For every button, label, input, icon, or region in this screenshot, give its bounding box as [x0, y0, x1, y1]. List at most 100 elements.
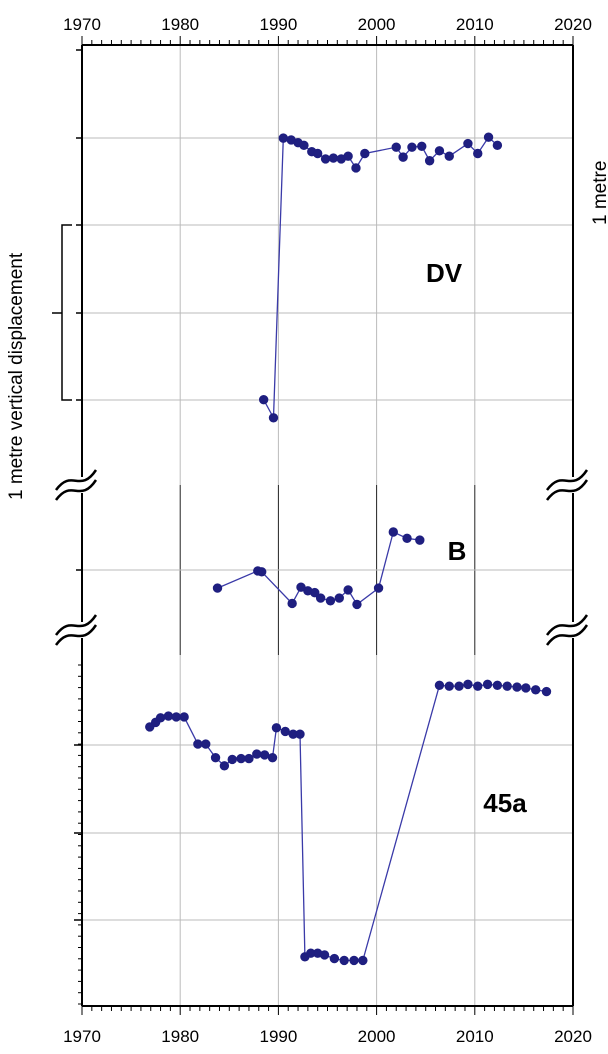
axis-ticks [74, 36, 574, 1015]
x-tick-label-bottom: 2000 [358, 1027, 396, 1046]
x-tick-labels: 1970 1970 1980 1980 1990 1990 2000 2000 2010 2010… [63, 15, 592, 1046]
data-point [492, 680, 503, 690]
data-point [329, 953, 340, 964]
data-point [278, 133, 289, 143]
data-point [521, 683, 531, 693]
data-point [320, 154, 331, 164]
break-stroke [54, 614, 98, 636]
series-line [263, 136, 498, 421]
data-point [315, 593, 326, 603]
data-point [325, 596, 336, 606]
axis-break-mark [545, 469, 589, 501]
data-point [343, 585, 353, 595]
data-series [145, 132, 552, 966]
data-point [407, 142, 417, 152]
x-tick-label-top: 1990 [259, 15, 297, 34]
break-stroke [54, 469, 98, 491]
data-point [171, 712, 181, 722]
scale-bar-label: 1 metre vertical displacement [6, 252, 27, 500]
series-b [212, 527, 425, 610]
x-tick-label-bottom: 2020 [554, 1027, 592, 1046]
data-point [530, 685, 541, 695]
x-tick-label-top: 2000 [358, 15, 396, 34]
data-point [360, 148, 370, 159]
data-point [463, 138, 473, 149]
series-dv [258, 132, 503, 423]
data-point [236, 753, 246, 764]
data-point [463, 679, 473, 690]
data-point [312, 148, 323, 159]
axis-break-mark [545, 614, 589, 646]
data-point [271, 723, 282, 733]
plot-frame [81, 44, 574, 1007]
break-stroke [545, 624, 589, 646]
data-point [310, 587, 320, 598]
data-point [267, 752, 278, 763]
data-point [492, 140, 503, 151]
data-point [352, 599, 362, 610]
data-point [391, 142, 401, 152]
data-point [339, 955, 349, 966]
data-point [155, 713, 166, 723]
data-point [444, 681, 454, 691]
series-line [149, 683, 547, 962]
data-point [193, 739, 203, 749]
data-point [388, 527, 398, 537]
data-point [454, 681, 464, 691]
data-point [319, 950, 330, 960]
x-tick-label-top: 1970 [63, 15, 101, 34]
data-point [398, 152, 408, 162]
data-point [482, 679, 493, 690]
panel-label-b: B [448, 536, 467, 566]
data-point [268, 413, 279, 423]
data-point [259, 750, 270, 760]
series-line [217, 531, 420, 606]
data-point [502, 681, 512, 691]
panel-label-45a: 45a [483, 788, 527, 818]
data-point [328, 153, 339, 163]
axis-break-marks [54, 469, 589, 646]
x-tick-label-bottom: 1980 [161, 1027, 199, 1046]
data-point [257, 567, 267, 577]
data-point [351, 163, 361, 173]
axis-break-mark [54, 469, 98, 501]
data-point [287, 598, 297, 609]
data-point [417, 141, 427, 151]
data-point [349, 955, 359, 966]
x-tick-label-top: 2020 [554, 15, 592, 34]
break-stroke [545, 614, 589, 636]
data-point [473, 148, 483, 159]
break-stroke [54, 479, 98, 501]
data-point [424, 156, 435, 166]
data-point [299, 140, 309, 151]
panel-labels: DV B 45a [426, 258, 527, 818]
x-tick-label-top: 2010 [456, 15, 494, 34]
x-tick-label-bottom: 2010 [456, 1027, 494, 1046]
data-point [212, 583, 223, 593]
data-point [201, 739, 211, 749]
right-edge-scale-label: 1 metre [590, 161, 608, 225]
data-point [219, 761, 230, 771]
data-point [483, 132, 494, 142]
data-point [444, 151, 454, 161]
break-stroke [54, 624, 98, 646]
data-point [473, 681, 483, 691]
scale-bar [52, 224, 72, 401]
data-point [244, 753, 254, 764]
series-45a [145, 679, 552, 966]
data-point [358, 955, 368, 966]
break-stroke [545, 469, 589, 491]
data-point [252, 749, 262, 759]
break-stroke [545, 479, 589, 501]
data-point [512, 682, 522, 692]
panel-label-dv: DV [426, 258, 463, 288]
data-point [280, 726, 290, 737]
axis-break-mark [54, 614, 98, 646]
x-tick-label-bottom: 1970 [63, 1027, 101, 1046]
data-point [210, 752, 221, 763]
x-tick-label-bottom: 1990 [259, 1027, 297, 1046]
data-point [163, 711, 174, 721]
data-point [258, 394, 269, 405]
grid-lines [82, 45, 573, 1006]
